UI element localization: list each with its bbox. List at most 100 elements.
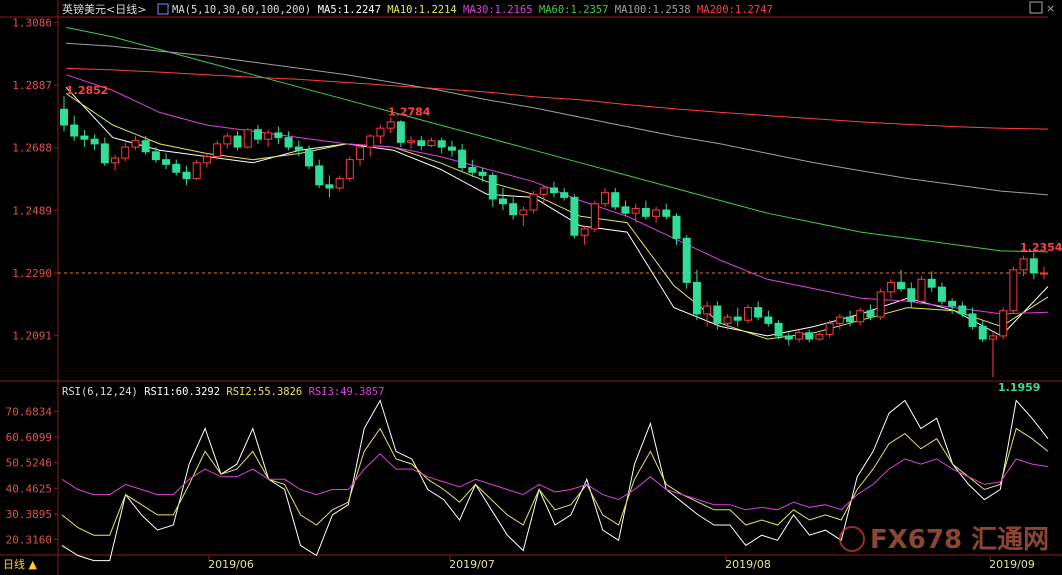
candle-body (652, 209, 661, 217)
candle-body (141, 140, 150, 153)
candle-body (437, 140, 446, 148)
date-axis-label: 2019/07 (449, 558, 495, 571)
candle-body (396, 121, 405, 143)
candle-body (580, 228, 589, 236)
candle-body (795, 332, 803, 340)
candle-body (978, 325, 987, 340)
candle-body (488, 174, 497, 200)
price-axis-label: 1.3086 (12, 16, 52, 29)
candle-body (835, 316, 844, 324)
candle-body (937, 286, 946, 302)
candle-body (672, 215, 681, 239)
ma-line-ma100 (65, 42, 1049, 196)
candle-body (754, 307, 763, 318)
candle-body (223, 135, 232, 145)
candle-body (968, 313, 977, 327)
candle-body (172, 163, 181, 173)
candle-body (213, 143, 222, 158)
candle-body (886, 281, 895, 293)
candle-body (590, 203, 599, 230)
ma-legend-item: MA5:1.2247 (318, 4, 381, 16)
candle-body (427, 140, 436, 146)
watermark-logo-icon (839, 526, 865, 552)
candle-body (825, 322, 834, 335)
candle-body (70, 124, 79, 137)
candle-body (407, 140, 416, 143)
candle-body (846, 316, 855, 323)
candle-body (999, 310, 1008, 337)
candle-body (764, 316, 773, 324)
date-axis-label: 2019/08 (725, 558, 771, 571)
price-axis-label: 1.2489 (12, 204, 52, 217)
candle-body (662, 209, 671, 217)
close-icon[interactable]: × (1046, 2, 1055, 15)
rsi-axis-label: 60.6099 (6, 431, 52, 444)
ma-line-ma10 (65, 93, 1049, 340)
candle-body (897, 281, 906, 290)
candle-body (1040, 272, 1048, 275)
candle-body (703, 305, 712, 315)
rsi-line-rsi3 (61, 453, 1049, 511)
candle-body (366, 135, 375, 148)
candle-body (1009, 269, 1018, 312)
candle-body (927, 278, 936, 288)
candle-body (560, 192, 569, 198)
price-annotation: 1.1959 (998, 381, 1040, 394)
rsi-axis-label: 30.3895 (6, 508, 52, 521)
toolbar-window-icon[interactable] (1029, 1, 1043, 14)
candle-body (121, 146, 130, 159)
ma-legend-item: MA30:1.2165 (463, 4, 533, 16)
candle-body (733, 316, 742, 321)
period-button[interactable]: 日线 ▲ (3, 557, 37, 571)
candle-body (866, 310, 875, 318)
candle-body (182, 171, 191, 180)
candle-body (60, 108, 68, 126)
rsi-legend-item: RSI3:49.3857 (309, 386, 385, 398)
candle-body (417, 140, 426, 146)
candle-body (162, 159, 171, 165)
price-axis-label: 1.2091 (12, 330, 52, 343)
ma-legend-item: MA200:1.2747 (697, 4, 773, 16)
candle-body (100, 143, 109, 164)
candle-body (284, 137, 293, 148)
price-annotation: 1.2354 (1020, 241, 1062, 254)
candle-body (958, 305, 967, 315)
candle-body (743, 307, 752, 321)
rsi-axis-label: 50.5246 (6, 457, 52, 470)
rsi-line-rsi1 (61, 399, 1049, 562)
ma-line-ma200 (65, 67, 1049, 130)
ma-line-ma60 (65, 26, 1049, 253)
ma-line-ma5 (65, 86, 1049, 337)
ma-legend-item: MA10:1.2214 (387, 4, 457, 16)
candle-body (988, 335, 997, 340)
rsi-legend-item: RSI1:60.3292 (144, 386, 220, 398)
candle-body (151, 151, 160, 161)
candle-body (713, 305, 722, 324)
candle-body (774, 322, 783, 337)
candle-body (345, 159, 354, 180)
candle-body (509, 203, 518, 216)
candle-body (570, 196, 579, 236)
candle-body (131, 140, 140, 148)
rsi-axis-label: 20.3160 (6, 533, 52, 546)
candle-body (315, 165, 324, 186)
candle-body (876, 291, 885, 318)
candle-body (682, 237, 691, 283)
price-axis-label: 1.2688 (12, 142, 52, 155)
candle-body (386, 121, 395, 129)
ma-legend-item: MA60:1.2357 (539, 4, 609, 16)
candle-body (305, 149, 313, 167)
candle-body (723, 316, 732, 324)
ma-indicator-icon (157, 3, 169, 15)
candle-body (202, 156, 211, 164)
candle-body (356, 146, 365, 161)
candle-body (458, 149, 467, 169)
rsi-legend-item: RSI(6,12,24) (62, 386, 138, 398)
price-axis-label: 1.2290 (12, 267, 52, 280)
candle-body (274, 132, 283, 139)
candle-body (447, 146, 456, 151)
candle-body (325, 184, 334, 189)
candle-body (856, 310, 865, 323)
